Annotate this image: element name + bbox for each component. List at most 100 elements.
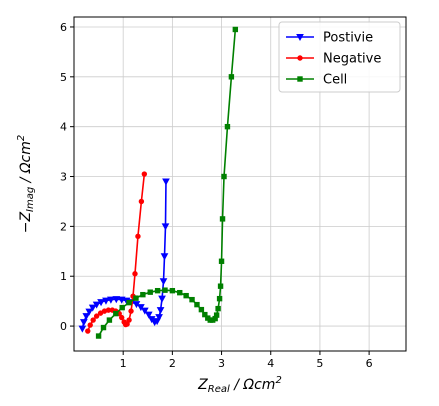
series-negative	[85, 171, 148, 334]
data-point-cell	[95, 333, 102, 339]
data-point-postivie	[88, 304, 97, 312]
data-point-cell	[215, 305, 221, 312]
data-point-cell	[147, 289, 153, 295]
data-point-postivie	[112, 296, 121, 304]
y-axis-label-sup: 2	[16, 135, 27, 141]
data-point-negative	[128, 308, 134, 314]
data-point-cell	[228, 74, 235, 80]
data-point-postivie	[82, 313, 91, 321]
data-point-cell	[162, 287, 168, 293]
y-tick-label: 4	[60, 121, 67, 134]
data-point-cell	[133, 295, 139, 301]
y-axis-label-sub: Imag	[25, 187, 36, 212]
y-tick-label: 3	[60, 171, 67, 184]
data-point-cell	[194, 301, 200, 308]
y-tick-label: 6	[60, 21, 67, 34]
data-point-postivie	[107, 296, 115, 304]
y-tick-label: 0	[60, 320, 67, 333]
data-point-cell	[119, 304, 125, 311]
data-point-postivie	[156, 307, 165, 315]
data-point-cell	[169, 287, 176, 294]
x-tick-label: 6	[366, 357, 373, 370]
data-point-postivie	[140, 307, 149, 315]
data-point-cell	[232, 26, 239, 33]
data-point-cell	[224, 123, 231, 130]
data-point-postivie	[92, 301, 101, 309]
data-point-postivie	[97, 299, 105, 307]
x-tick-label: 1	[120, 357, 127, 370]
y-tick-label: 1	[60, 270, 67, 283]
legend-item-negative: Negative	[286, 52, 381, 67]
data-point-cell	[100, 324, 107, 331]
data-point-negative	[85, 328, 91, 334]
series-cell	[95, 26, 239, 339]
data-point-cell	[140, 291, 146, 298]
data-point-negative	[93, 313, 100, 319]
ticks: 1 2 3 4 5 6 0 1 2 3 4 5 6	[60, 21, 373, 370]
data-point-cell	[126, 299, 132, 306]
data-point-cell	[106, 317, 113, 323]
legend-box	[278, 21, 401, 93]
x-tick-label: 3	[218, 357, 225, 370]
x-axis-label-unit: / Ωcm	[230, 377, 276, 393]
data-point-cell	[154, 287, 161, 294]
y-axis-label-main: −Z	[18, 212, 34, 234]
data-point-cell	[221, 173, 227, 180]
data-point-cell	[189, 296, 195, 303]
x-axis-label-sub: Real	[208, 384, 230, 395]
legend-marker-negative	[297, 55, 303, 61]
data-point-postivie	[161, 223, 170, 231]
data-point-negative	[87, 322, 93, 328]
data-point-negative	[138, 198, 145, 205]
data-point-negative	[126, 317, 132, 323]
series-postivie	[78, 178, 170, 333]
legend-marker-cell	[297, 76, 303, 82]
legend-label-postivie: Postivie	[323, 31, 373, 46]
data-point-postivie	[117, 296, 126, 304]
legend: Postivie Negative Cell	[278, 21, 401, 93]
x-tick-label: 4	[267, 357, 274, 370]
legend-item-postivie: Postivie	[286, 31, 373, 46]
data-point-cell	[198, 306, 205, 313]
data-point-cell	[217, 283, 224, 289]
data-point-negative	[135, 233, 141, 240]
data-point-postivie	[102, 297, 110, 305]
grid	[74, 17, 406, 351]
x-tick-label: 5	[316, 357, 323, 370]
data-point-postivie	[78, 325, 87, 333]
data-point-postivie	[155, 314, 163, 322]
data-point-postivie	[144, 311, 153, 319]
data-point-postivie	[85, 308, 94, 316]
x-axis-label: ZReal / Ωcm2	[197, 375, 282, 395]
data-point-postivie	[158, 295, 166, 303]
data-point-negative	[90, 317, 96, 323]
x-axis-label-main: Z	[197, 377, 208, 393]
legend-item-cell: Cell	[286, 73, 347, 88]
data-point-cell	[177, 289, 183, 296]
data-point-cell	[202, 311, 208, 318]
data-point-postivie	[162, 178, 170, 186]
legend-label-cell: Cell	[323, 73, 347, 88]
y-tick-label: 5	[60, 71, 67, 84]
data-point-negative	[119, 314, 125, 321]
y-axis-label: −ZImag / Ωcm2	[16, 135, 36, 234]
data-point-negative	[141, 171, 148, 177]
data-point-postivie	[79, 319, 88, 327]
x-tick-label: 2	[169, 357, 176, 370]
series-layer	[78, 26, 239, 339]
plot-frame	[73, 16, 407, 352]
data-point-postivie	[159, 278, 168, 286]
data-point-cell	[213, 312, 220, 318]
data-point-cell	[183, 292, 189, 299]
data-point-cell	[218, 258, 225, 264]
x-axis-label-sup: 2	[275, 375, 281, 386]
data-point-cell	[113, 310, 119, 317]
y-tick-label: 2	[60, 220, 67, 233]
data-point-cell	[219, 216, 226, 222]
legend-label-negative: Negative	[323, 52, 381, 67]
data-point-cell	[216, 295, 223, 302]
legend-marker-postivie	[296, 34, 304, 42]
data-point-negative	[132, 271, 138, 277]
data-point-postivie	[160, 253, 169, 261]
